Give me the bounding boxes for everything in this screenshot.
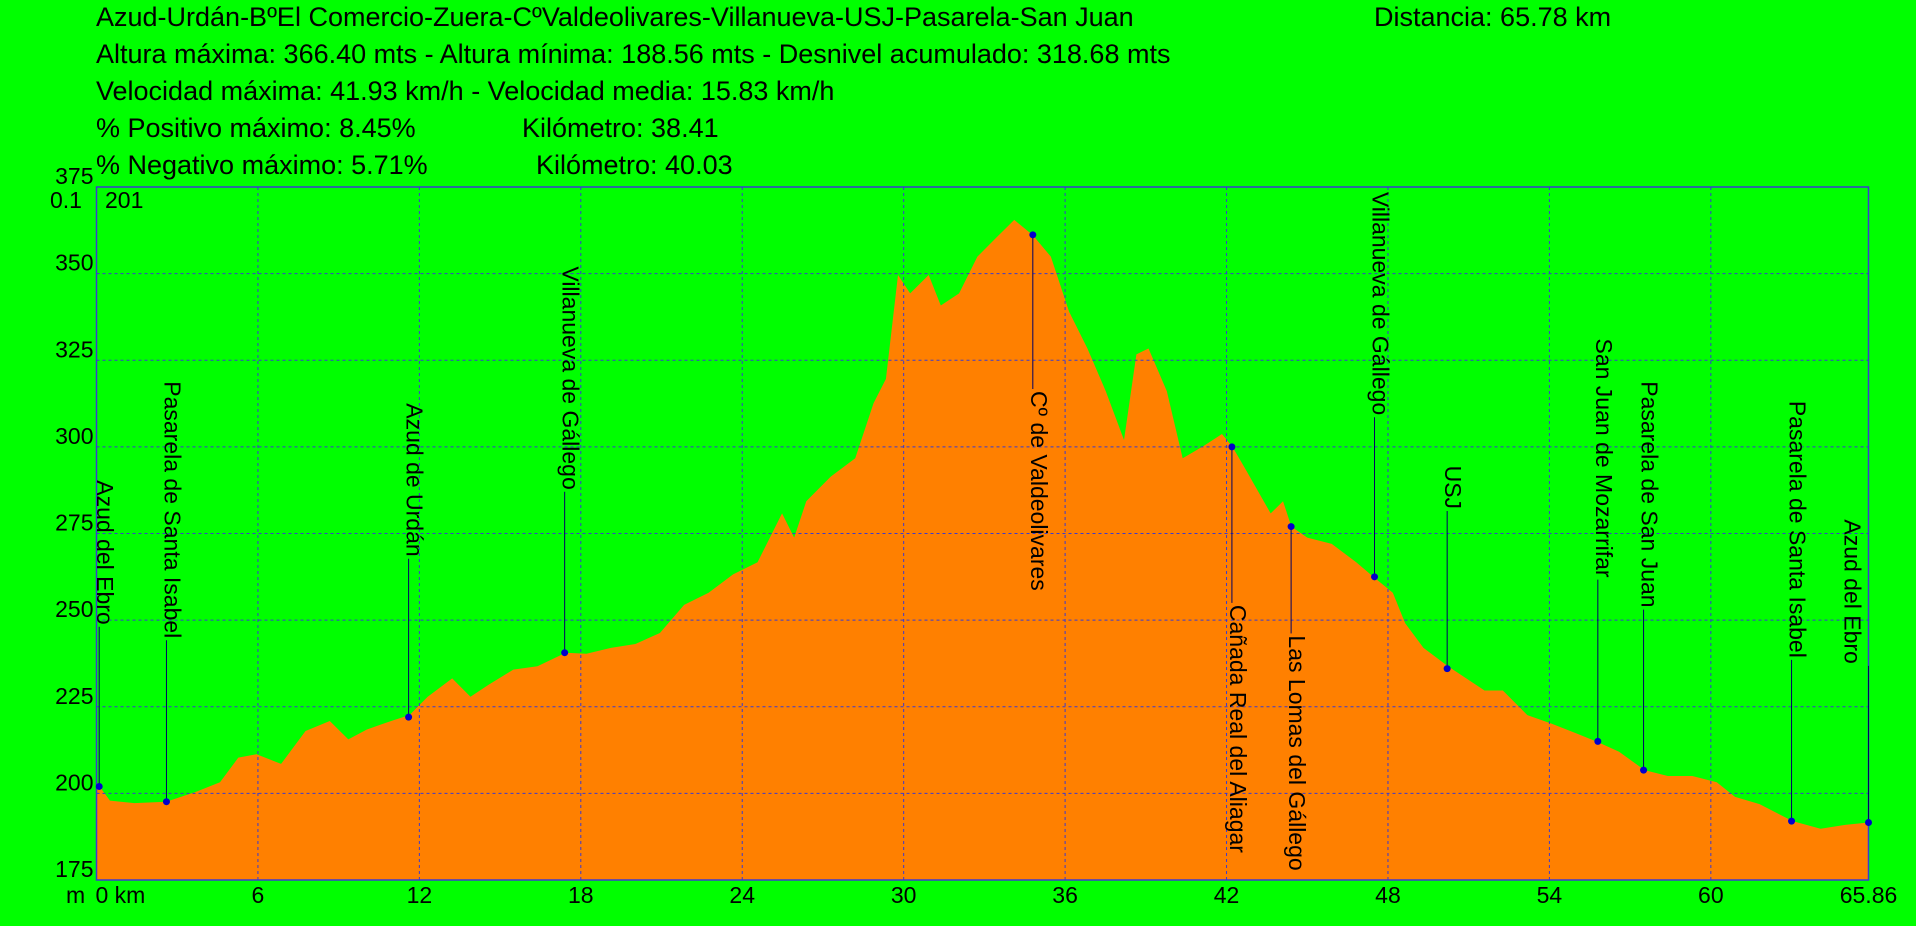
waypoint-label: Pasarela de San Juan bbox=[1637, 381, 1663, 607]
waypoint-marker bbox=[1640, 766, 1648, 774]
waypoint-label: Villanueva de Gállego bbox=[558, 266, 584, 489]
waypoint-label: Azud del Ebro bbox=[1840, 519, 1866, 663]
waypoint-marker bbox=[95, 782, 103, 790]
waypoint-label: Cañada Real del Aliagar bbox=[1225, 605, 1251, 853]
x-tick-label: 18 bbox=[568, 882, 594, 908]
positive-slope: % Positivo máximo: 8.45% bbox=[96, 113, 416, 143]
y-tick-label: 200 bbox=[55, 769, 93, 795]
grid bbox=[96, 186, 1869, 881]
waypoint-marker bbox=[1029, 231, 1037, 239]
x-tick-label: 24 bbox=[729, 882, 755, 908]
y-tick-label: 375 bbox=[55, 163, 93, 189]
elevation-area bbox=[96, 219, 1869, 881]
waypoint-label: USJ bbox=[1440, 466, 1466, 509]
speed-info: Velocidad máxima: 41.93 km/h - Velocidad… bbox=[96, 76, 834, 106]
waypoint-marker bbox=[1228, 443, 1236, 451]
waypoint-marker bbox=[561, 649, 569, 657]
waypoint-marker bbox=[1594, 737, 1602, 745]
negative-km: Kilómetro: 40.03 bbox=[536, 150, 733, 180]
waypoint-marker bbox=[1865, 818, 1872, 826]
waypoint-marker bbox=[162, 798, 170, 806]
waypoint-label: San Juan de Mozarrifar bbox=[1591, 338, 1617, 577]
x-tick-label: 65.86 bbox=[1840, 882, 1898, 908]
distance: Distancia: 65.78 km bbox=[1374, 2, 1611, 32]
waypoint-label: Las Lomas del Gállego bbox=[1284, 635, 1310, 870]
waypoint-label: Pasarela de Santa Isabel bbox=[1785, 401, 1811, 658]
route-title: Azud-Urdán-BºEl Comercio-Zuera-CºValdeol… bbox=[96, 2, 1134, 32]
y-tick-label: 325 bbox=[55, 336, 93, 362]
negative-slope: % Negativo máximo: 5.71% bbox=[96, 150, 428, 180]
x-tick-label: 42 bbox=[1214, 882, 1240, 908]
waypoint-label: Azud del Ebro bbox=[92, 480, 118, 624]
y-tick-label: 175 bbox=[55, 856, 93, 882]
waypoint-label: Pasarela de Santa Isabel bbox=[159, 381, 185, 638]
x-tick-label: 30 bbox=[891, 882, 917, 908]
waypoint-label: Cº de Valdeolivares bbox=[1026, 391, 1052, 591]
y-tick-label: 225 bbox=[55, 683, 93, 709]
x-tick-label: 60 bbox=[1698, 882, 1724, 908]
x-tick-label: 54 bbox=[1537, 882, 1563, 908]
waypoint-marker bbox=[1443, 665, 1451, 673]
waypoint-marker bbox=[1788, 817, 1796, 825]
x-tick-label: 6 bbox=[252, 882, 265, 908]
y-tick-label: 300 bbox=[55, 423, 93, 449]
altitude-info: Altura máxima: 366.40 mts - Altura mínim… bbox=[96, 39, 1170, 69]
x-tick-label: 36 bbox=[1052, 882, 1078, 908]
y-tick-label: 350 bbox=[55, 250, 93, 276]
corner-label: 201 bbox=[105, 187, 143, 213]
corner-label: 0.1 bbox=[50, 187, 82, 213]
plot-border bbox=[95, 186, 1870, 881]
x-tick-label: 48 bbox=[1375, 882, 1401, 908]
y-tick-label: 250 bbox=[55, 596, 93, 622]
waypoint-label: Villanueva de Gállego bbox=[1368, 192, 1394, 415]
y-tick-label: 275 bbox=[55, 510, 93, 536]
y-unit-label: m bbox=[66, 882, 85, 908]
waypoint-marker bbox=[1287, 523, 1295, 531]
waypoint-label: Azud de Urdán bbox=[402, 403, 428, 556]
waypoint-marker bbox=[1371, 573, 1379, 581]
x-tick-label: 12 bbox=[407, 882, 433, 908]
waypoint-marker bbox=[405, 713, 413, 721]
positive-km: Kilómetro: 38.41 bbox=[522, 113, 719, 143]
x-tick-label: 0 km bbox=[96, 882, 146, 908]
